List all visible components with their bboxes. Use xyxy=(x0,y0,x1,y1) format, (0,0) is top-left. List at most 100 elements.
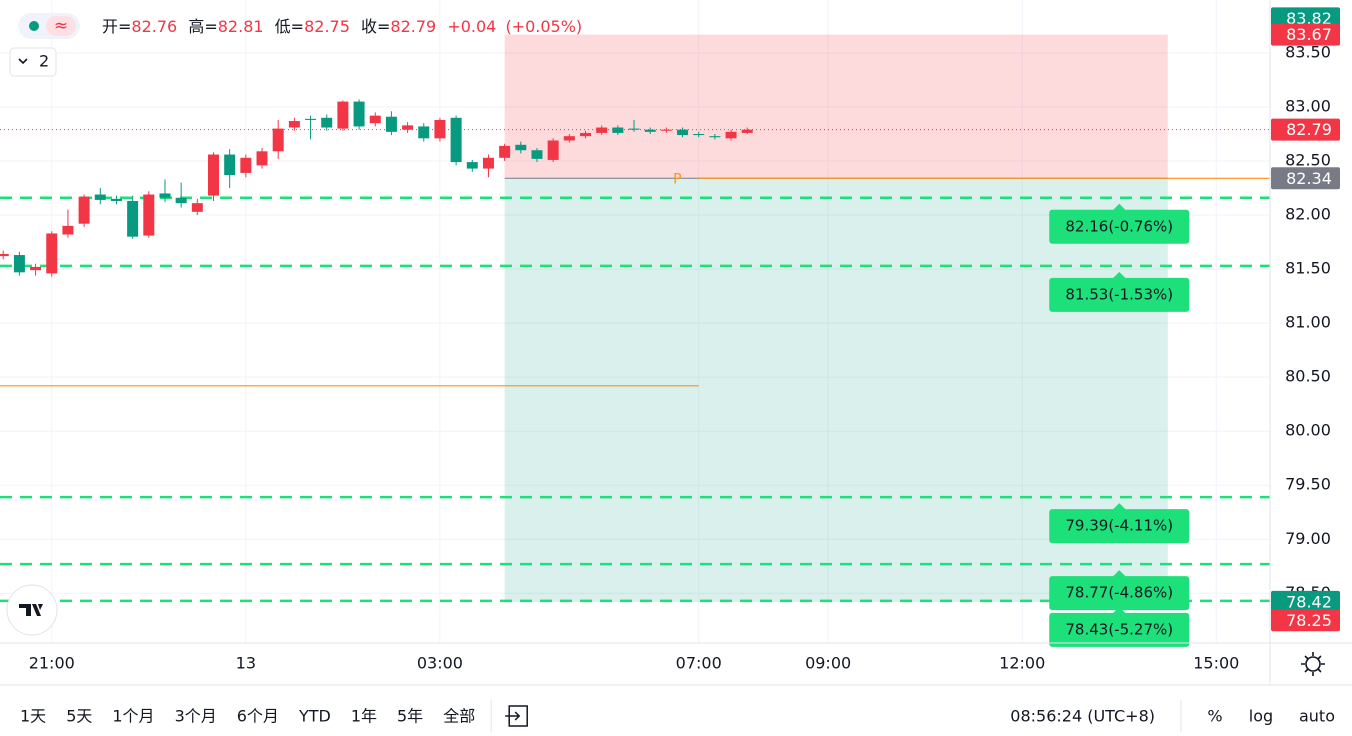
candle-body xyxy=(207,154,219,196)
price-tag-label: 78.25 xyxy=(1286,611,1332,630)
range-button[interactable]: 5年 xyxy=(397,707,423,726)
y-tick-label: 82.50 xyxy=(1285,151,1331,170)
y-tick-label: 79.50 xyxy=(1285,475,1331,494)
range-button[interactable]: YTD xyxy=(298,707,331,726)
range-button[interactable]: 1天 xyxy=(20,707,46,726)
logo-glyph xyxy=(19,604,43,616)
open-value: 82.76 xyxy=(131,17,177,36)
candle-body xyxy=(563,136,575,141)
ohlc-legend: 开=82.76 高=82.81 低=82.75 收=82.79 +0.04 (+… xyxy=(102,17,582,36)
target-label-box xyxy=(1049,271,1190,312)
market-icon xyxy=(46,16,76,36)
y-tick-label: 83.00 xyxy=(1285,96,1331,115)
close-value: 82.79 xyxy=(390,17,436,36)
price-tag-label: 83.82 xyxy=(1286,9,1332,28)
candle-body xyxy=(466,162,478,169)
chevron-icon xyxy=(18,58,28,65)
candle-body xyxy=(741,129,753,133)
range-button[interactable]: 全部 xyxy=(443,707,475,726)
candle-body xyxy=(110,198,122,202)
price-tag xyxy=(1271,118,1340,141)
candle-body xyxy=(644,129,656,132)
range-button[interactable]: 3个月 xyxy=(175,707,217,726)
candle-body xyxy=(677,129,689,136)
candle-body xyxy=(240,157,252,173)
candle-body xyxy=(660,129,672,131)
compare-icon xyxy=(505,705,528,727)
candle-body xyxy=(353,101,365,127)
target-label-box xyxy=(1049,203,1190,244)
y-tick-label: 80.50 xyxy=(1285,367,1331,386)
close-label: 收= xyxy=(361,17,390,36)
candle-body xyxy=(94,194,106,200)
target-label: 81.53(-1.53%) xyxy=(1065,285,1173,303)
candle-body xyxy=(385,116,397,132)
x-tick-label: 15:00 xyxy=(1193,654,1239,673)
candle-body xyxy=(0,253,9,257)
logo[interactable] xyxy=(6,584,58,636)
candle-body xyxy=(30,266,42,271)
price-tag-label: 82.34 xyxy=(1286,169,1332,188)
gear-teeth xyxy=(1301,652,1325,676)
y-tick-label: 80.00 xyxy=(1285,421,1331,440)
x-tick-label: 12:00 xyxy=(999,654,1045,673)
scale-option[interactable]: log xyxy=(1249,707,1273,726)
clock: 08:56:24 (UTC+8) xyxy=(1010,707,1155,726)
candle-body xyxy=(531,150,543,159)
x-tick-label: 13 xyxy=(236,654,256,673)
x-tick-label: 09:00 xyxy=(805,654,851,673)
change-percent: (+0.05%) xyxy=(505,17,582,36)
candle-body xyxy=(369,115,381,124)
price-tag xyxy=(1271,590,1340,613)
candle-body xyxy=(402,125,414,130)
candle-body xyxy=(191,203,203,212)
candle-body xyxy=(693,134,705,136)
range-button[interactable]: 6个月 xyxy=(237,707,279,726)
price-tag xyxy=(1271,167,1340,190)
interval-count: 2 xyxy=(39,52,49,71)
open-label: 开= xyxy=(102,17,131,36)
candle-body xyxy=(499,145,511,158)
target-label: 79.39(-4.11%) xyxy=(1065,517,1173,535)
status-dot xyxy=(29,21,39,31)
candle-body xyxy=(612,127,624,133)
candle-body xyxy=(78,196,90,224)
y-tick-label: 83.50 xyxy=(1285,42,1331,61)
market-icon-glyph: ≈ xyxy=(54,16,68,36)
y-tick-label: 79.00 xyxy=(1285,529,1331,548)
target-label: 82.16(-0.76%) xyxy=(1065,217,1173,235)
target-label: 78.77(-4.86%) xyxy=(1065,584,1173,602)
candle-body xyxy=(709,136,721,138)
high-value: 82.81 xyxy=(218,17,264,36)
scale-option[interactable]: auto xyxy=(1299,707,1335,726)
interval-toggle[interactable] xyxy=(9,47,57,77)
x-tick-label: 03:00 xyxy=(417,654,463,673)
candle-body xyxy=(159,193,171,198)
candle-body xyxy=(580,132,592,137)
candle-body xyxy=(450,117,462,163)
x-tick-label: 07:00 xyxy=(676,654,722,673)
candle-body xyxy=(256,151,268,166)
y-tick-label: 81.50 xyxy=(1285,259,1331,278)
price-tag-label: 83.67 xyxy=(1286,25,1332,44)
candle-body xyxy=(272,128,284,152)
candle-body xyxy=(418,126,430,139)
change: +0.04 xyxy=(447,17,496,36)
range-button[interactable]: 5天 xyxy=(66,707,92,726)
price-tag xyxy=(1271,23,1340,46)
x-tick-label: 21:00 xyxy=(29,654,75,673)
gear xyxy=(1305,656,1321,672)
low-value: 82.75 xyxy=(304,17,350,36)
target-label-box xyxy=(1049,503,1190,544)
target-label: 78.43(-5.27%) xyxy=(1065,620,1173,638)
range-button[interactable]: 1个月 xyxy=(112,707,154,726)
candle-body xyxy=(305,118,317,120)
candle-body xyxy=(127,201,139,237)
settings-icon[interactable] xyxy=(1301,652,1325,676)
low-label: 低= xyxy=(275,17,304,36)
range-button[interactable]: 1年 xyxy=(351,707,377,726)
scale-option[interactable]: % xyxy=(1207,707,1222,726)
candle-body xyxy=(482,157,494,169)
y-tick-label: 81.00 xyxy=(1285,313,1331,332)
